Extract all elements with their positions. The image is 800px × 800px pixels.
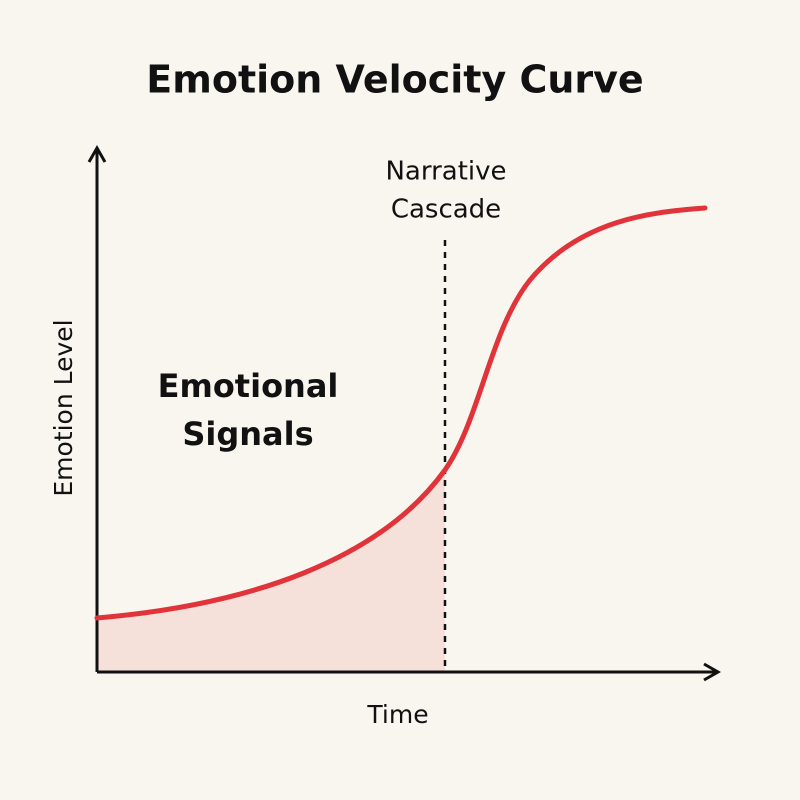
region-label: Signals: [182, 415, 313, 453]
y-axis-label: Emotion Level: [49, 319, 78, 496]
y-axis-arrow: [87, 144, 107, 163]
title: Emotion Velocity Curve: [146, 58, 643, 102]
x-axis-label: Time: [366, 700, 428, 729]
curve: [94, 205, 708, 621]
shaded-region: [97, 470, 445, 672]
marker-label: Narrative: [385, 157, 506, 187]
marker-label: Cascade: [391, 195, 501, 225]
region-label: Emotional: [158, 367, 339, 405]
x-axis-arrow: [703, 662, 722, 682]
